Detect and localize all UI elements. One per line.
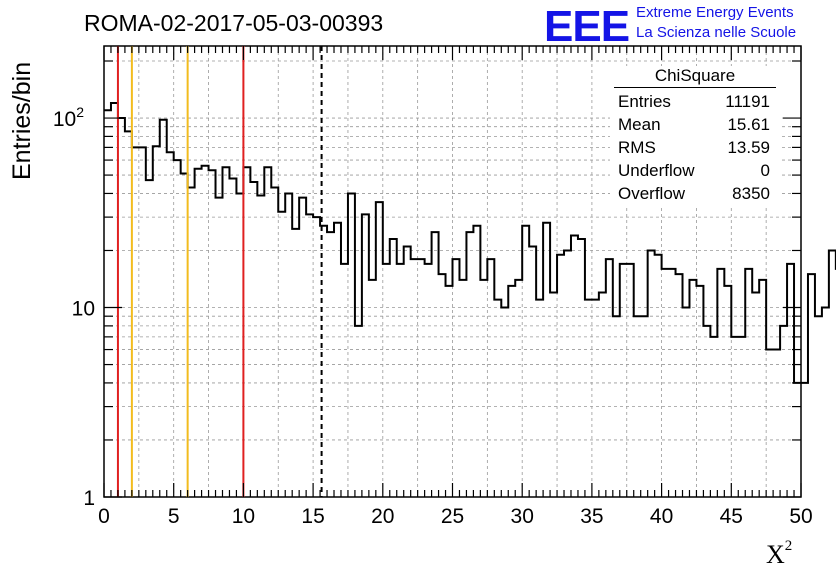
stats-row-entries: Entries 11191	[610, 90, 780, 113]
stats-label: Entries	[618, 92, 671, 111]
stats-row-overflow: Overflow 8350	[610, 182, 780, 205]
stats-row-rms: RMS 13.59	[610, 136, 780, 159]
stats-value: 13.59	[727, 138, 770, 157]
x-tick-label: 5	[168, 505, 180, 528]
x-axis-label-superscript: 2	[784, 538, 793, 555]
stats-box: ChiSquare Entries 11191 Mean 15.61 RMS 13.5…	[610, 66, 780, 205]
x-axis-label: X2	[766, 538, 793, 570]
x-tick-label: 0	[98, 505, 110, 528]
x-tick-label: 40	[650, 505, 673, 528]
stats-label: Overflow	[618, 184, 686, 203]
stats-label: Underflow	[618, 161, 695, 180]
x-tick-label: 30	[511, 505, 534, 528]
logo-tagline-2: La Scienza nelle Scuole	[636, 24, 797, 41]
x-axis-label-base: X	[766, 540, 785, 569]
y-tick-label: 10	[72, 298, 95, 321]
eee-logo: EEE	[544, 2, 630, 51]
histogram-series	[104, 102, 836, 384]
stats-label: RMS	[618, 138, 656, 157]
chart-title: ROMA-02-2017-05-03-00393	[84, 10, 384, 36]
stats-value: 0	[760, 161, 770, 180]
stats-value: 15.61	[727, 115, 770, 134]
x-tick-label: 25	[441, 505, 464, 528]
stats-value: 11191	[725, 92, 770, 111]
x-tick-label: 50	[789, 505, 812, 528]
x-tick-label: 10	[232, 505, 255, 528]
stats-row-mean: Mean 15.61	[610, 113, 780, 136]
x-tick-label: 15	[301, 505, 324, 528]
y-tick-label-superscript: 2	[76, 104, 84, 120]
stats-value: 8350	[732, 184, 770, 203]
y-axis-label: Entries/bin	[8, 61, 36, 180]
logo-tagline-1: Extreme Energy Events	[636, 4, 794, 21]
y-tick-label: 1	[83, 487, 95, 510]
x-tick-label: 20	[371, 505, 394, 528]
y-tick-label: 102	[53, 104, 84, 131]
x-tick-label: 45	[720, 505, 743, 528]
stats-row-underflow: Underflow 0	[610, 159, 780, 182]
stats-label: Mean	[618, 115, 661, 134]
x-tick-label: 35	[580, 505, 603, 528]
stats-title: ChiSquare	[614, 66, 776, 88]
